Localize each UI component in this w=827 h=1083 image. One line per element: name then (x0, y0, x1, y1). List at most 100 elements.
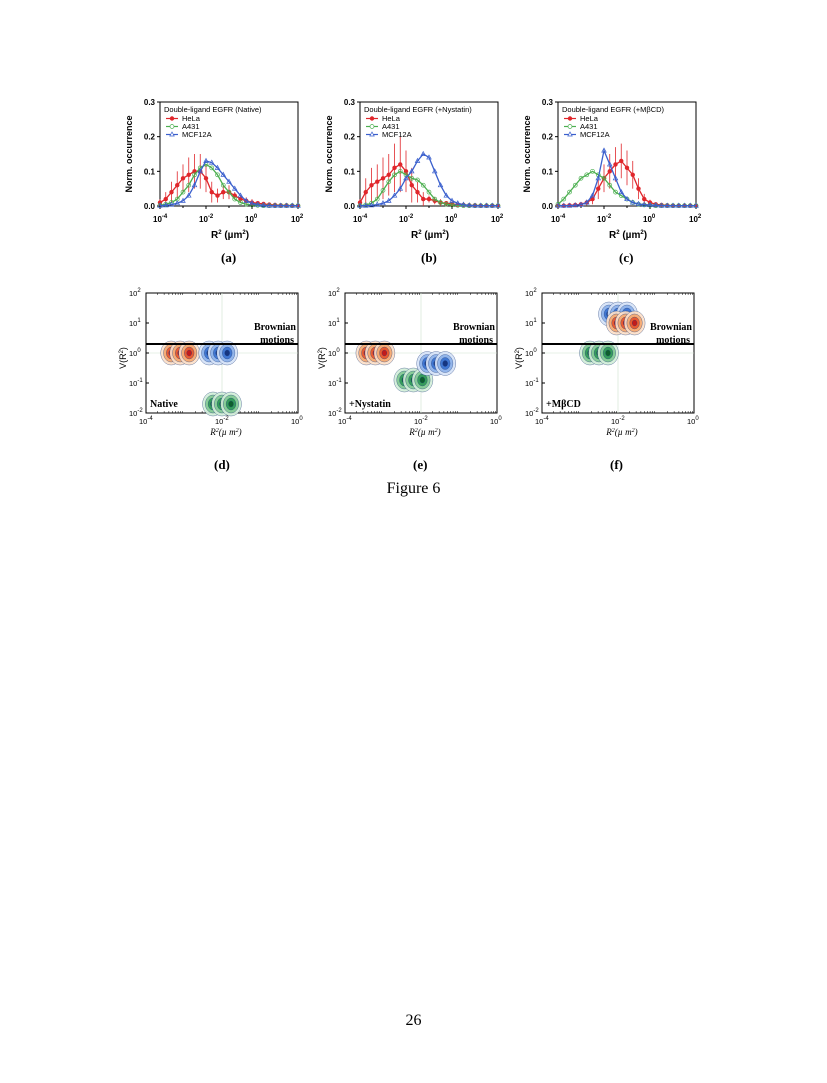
data-point (403, 172, 409, 178)
data-point (647, 201, 653, 207)
y-tick-label: 102 (525, 288, 537, 298)
legend-marker (369, 131, 375, 137)
data-point (226, 178, 232, 184)
y-tick-label: 0.3 (144, 98, 156, 107)
data-point (209, 189, 214, 195)
data-point (397, 185, 404, 191)
x-tick-label: 100 (687, 416, 699, 426)
x-tick-label: 10-2 (414, 416, 428, 426)
data-point (409, 183, 414, 188)
data-point (477, 202, 484, 208)
data-point (180, 176, 186, 181)
y-tick-label: 100 (328, 348, 340, 358)
x-axis-title: R2 (µm2) (609, 230, 647, 241)
chart-panel-b: 0.0 0.1 0.2 0.3 10-4 10-2 100 102 Norm. occurren… (324, 98, 504, 265)
data-point (619, 158, 624, 164)
contour-level (419, 376, 426, 384)
data-point (185, 192, 192, 198)
data-point (186, 172, 191, 177)
brownian-label: Brownian (650, 322, 692, 333)
data-point (380, 176, 386, 181)
data-point (584, 172, 590, 178)
data-point (403, 169, 409, 174)
y-tick-label: 0.0 (542, 202, 554, 211)
legend-label: MCF12A (580, 130, 610, 139)
data-point (215, 193, 220, 198)
legend-title: Double-ligand EGFR (+Nystatin) (364, 105, 472, 114)
y-tick-label: 10-1 (129, 378, 143, 388)
data-point (392, 172, 397, 178)
panel-label: (d) (214, 457, 230, 472)
legend-label: A431 (580, 122, 598, 131)
cluster-a431 (202, 391, 242, 417)
data-point (386, 179, 392, 185)
data-point (208, 159, 215, 165)
data-point (641, 201, 648, 207)
data-point (635, 200, 642, 206)
data-point (431, 168, 438, 174)
series-line-mcf12a (558, 148, 696, 207)
y-tick-label: 10-2 (328, 408, 342, 418)
x-tick-label: 10-4 (139, 416, 153, 426)
data-point (186, 182, 192, 188)
data-point (415, 189, 420, 195)
panel-label: (f) (610, 457, 623, 472)
data-point (589, 192, 596, 198)
legend-marker (369, 124, 375, 129)
y-tick-label: 0.2 (344, 133, 356, 142)
data-point (578, 201, 584, 207)
data-point (220, 171, 227, 177)
data-point (421, 196, 426, 202)
data-point (596, 186, 601, 191)
brownian-label: Brownian (453, 322, 495, 333)
data-point (369, 183, 374, 188)
series-line-a431 (159, 163, 298, 207)
panel-label: (a) (221, 250, 236, 265)
data-point (420, 182, 426, 188)
brownian-label: motions (260, 335, 294, 346)
data-point (357, 202, 363, 208)
data-point (642, 196, 647, 202)
figure-caption: Figure 6 (386, 480, 441, 497)
data-point (408, 168, 415, 174)
data-point (613, 189, 618, 195)
data-point (203, 157, 209, 163)
data-point (675, 202, 682, 208)
x-tick-label: 102 (291, 214, 304, 224)
condition-annotation: Native (150, 399, 178, 410)
data-point (254, 201, 261, 207)
data-point (495, 202, 501, 208)
y-tick-label: 0.0 (144, 202, 156, 211)
data-point (232, 193, 237, 198)
legend-title: Double-ligand EGFR (Native) (164, 105, 262, 114)
data-point (283, 202, 290, 208)
x-tick-label: 10-4 (338, 416, 352, 426)
y-tick-label: 101 (328, 318, 340, 328)
data-point (567, 189, 572, 195)
data-point (391, 192, 398, 198)
data-point (454, 200, 461, 206)
data-point (613, 162, 618, 167)
data-point (652, 202, 659, 208)
legend-marker (567, 131, 573, 137)
y-axis-title: V(R2) (514, 347, 524, 369)
data-point (380, 200, 386, 206)
data-point (560, 202, 567, 208)
data-point (618, 189, 625, 195)
cluster-hela (605, 310, 646, 336)
data-point (409, 175, 415, 181)
data-point (374, 196, 380, 202)
data-point (232, 196, 238, 202)
x-axis-title: R2(µ m2) (209, 427, 241, 437)
data-point (443, 192, 450, 198)
y-tick-label: 10-1 (525, 378, 539, 388)
data-point (415, 177, 420, 183)
x-tick-label: 10-2 (199, 214, 214, 224)
data-point (163, 196, 168, 202)
contour-level (442, 360, 448, 367)
x-tick-label: 10-4 (153, 214, 168, 224)
data-point (438, 200, 443, 205)
data-point (607, 182, 613, 188)
x-tick-label: 100 (445, 214, 458, 224)
data-point (595, 175, 602, 181)
